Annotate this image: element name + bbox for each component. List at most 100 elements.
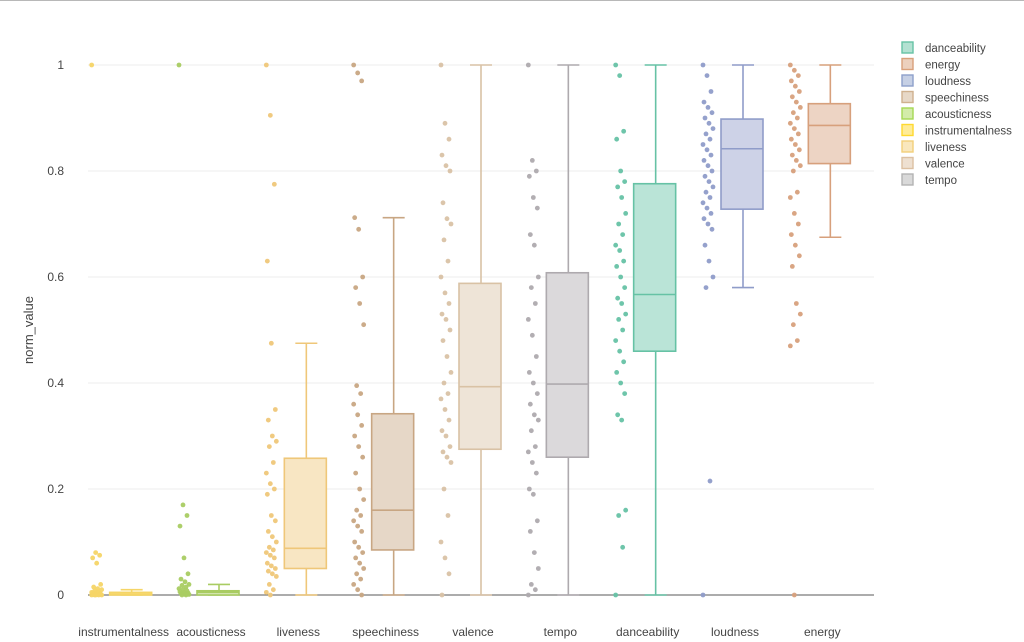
data-point <box>622 285 628 290</box>
data-point <box>263 589 269 595</box>
data-point <box>272 407 278 412</box>
series-valence <box>438 62 502 598</box>
data-point <box>613 62 619 68</box>
data-point <box>708 211 714 216</box>
data-point <box>447 444 453 449</box>
data-point <box>89 62 95 68</box>
data-point <box>796 89 802 94</box>
legend-item-loudness: loudness <box>901 74 971 88</box>
series-tempo <box>525 62 590 598</box>
data-point <box>527 232 533 238</box>
data-point <box>702 173 708 179</box>
data-point <box>268 513 274 518</box>
data-point <box>356 544 362 550</box>
data-point <box>621 128 627 134</box>
data-point <box>618 274 624 280</box>
data-point <box>269 534 275 540</box>
x-tick-label: instrumentalness <box>78 625 169 639</box>
data-point <box>438 396 444 402</box>
data-point <box>447 168 453 174</box>
data-point <box>618 380 624 386</box>
data-point <box>444 216 450 222</box>
y-tick-label: 0.4 <box>47 376 64 390</box>
data-point <box>439 311 445 317</box>
data-point <box>703 189 709 195</box>
data-point <box>352 539 358 545</box>
data-point <box>267 112 273 118</box>
data-point <box>617 348 623 354</box>
data-point <box>360 274 366 280</box>
data-point <box>90 555 96 561</box>
x-tick-label: speechiness <box>352 625 419 639</box>
data-point <box>359 78 365 84</box>
data-point <box>525 449 531 455</box>
data-point <box>703 131 709 137</box>
data-point <box>268 563 274 569</box>
legend-item-acousticness: acousticness <box>901 107 992 121</box>
legend-item-tempo: tempo <box>901 173 957 187</box>
data-point <box>788 78 794 84</box>
data-point <box>93 592 99 598</box>
data-point <box>270 460 276 465</box>
data-point <box>796 147 802 153</box>
data-point <box>532 301 538 306</box>
data-point <box>528 428 534 434</box>
box <box>545 271 590 459</box>
data-point <box>701 216 707 222</box>
x-tick-label: tempo <box>544 625 578 639</box>
data-point <box>791 211 797 216</box>
data-point <box>351 582 357 587</box>
data-point <box>700 142 706 147</box>
data-point <box>265 417 271 423</box>
data-point <box>273 574 279 579</box>
data-point <box>359 423 365 428</box>
data-point <box>181 555 187 561</box>
x-axis: instrumentalness acousticness liveness spee… <box>78 625 840 639</box>
data-point <box>273 438 279 444</box>
data-point <box>614 136 620 142</box>
data-point <box>620 327 626 333</box>
data-point <box>525 592 531 598</box>
data-point <box>361 322 367 328</box>
data-point <box>272 518 278 524</box>
data-point <box>359 592 365 598</box>
data-point <box>528 285 534 290</box>
data-point <box>617 248 623 253</box>
data-point <box>701 158 707 163</box>
data-point <box>795 221 801 227</box>
data-point <box>358 391 364 396</box>
data-point <box>792 142 798 147</box>
data-point <box>444 354 450 359</box>
data-point <box>619 417 625 423</box>
data-point <box>535 566 541 571</box>
data-point <box>789 94 795 100</box>
legend-item-speechiness: speechiness <box>901 90 989 105</box>
data-point <box>443 433 449 439</box>
data-point <box>446 136 452 142</box>
data-point <box>442 120 448 126</box>
data-point <box>535 417 541 423</box>
data-point <box>183 592 189 598</box>
data-point <box>440 338 446 343</box>
data-point <box>535 274 541 280</box>
x-tick-label: valence <box>452 625 494 639</box>
data-point <box>446 301 452 306</box>
data-point <box>705 221 711 227</box>
data-point <box>792 242 798 248</box>
data-point <box>793 301 799 306</box>
data-point <box>620 232 626 238</box>
data-point <box>702 115 708 121</box>
series-energy <box>787 62 852 598</box>
data-point <box>700 200 706 206</box>
data-point <box>619 195 625 200</box>
data-point <box>526 173 532 179</box>
data-point <box>706 120 712 126</box>
legend-swatch <box>901 123 914 137</box>
data-point <box>178 576 184 582</box>
legend-item-danceability: danceability <box>901 41 986 55</box>
data-point <box>792 83 798 89</box>
data-point <box>441 237 447 243</box>
data-point <box>357 301 363 306</box>
data-point <box>705 105 711 110</box>
data-point <box>528 582 534 587</box>
